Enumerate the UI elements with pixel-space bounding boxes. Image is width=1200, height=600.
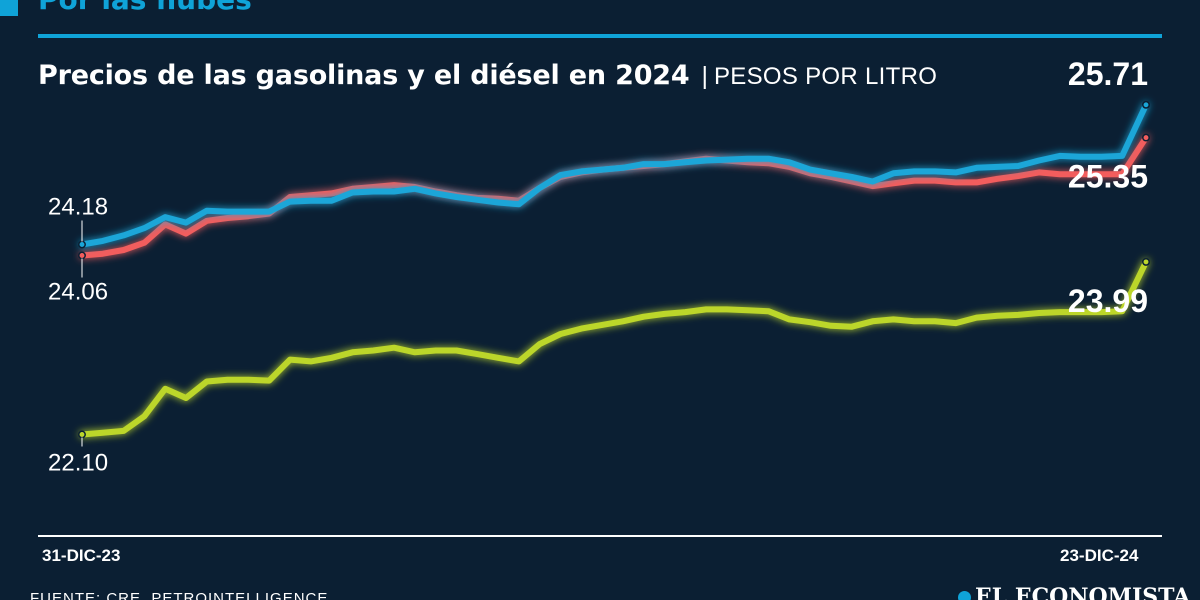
series-line-blue [79,101,1149,248]
end-marker-red [1142,133,1150,142]
label-red-start: 24.06 [48,278,108,305]
section-title: Por las nubes [38,0,252,16]
header-rule [38,34,1162,38]
chart-title: Precios de las gasolinas y el diésel en … [38,60,937,91]
brand-dot-icon [958,590,971,600]
start-marker-blue [78,240,86,249]
start-marker-green [78,430,86,439]
source-note: FUENTE: CRE, PETROINTELLIGENCE [30,590,329,600]
section-marker [0,0,18,16]
start-marker-red [78,251,86,260]
label-green-end: 23.99 [1068,283,1148,319]
end-marker-blue [1142,100,1150,109]
chart-title-main: Precios de las gasolinas y el diésel en … [38,60,690,91]
label-red-end: 25.35 [1068,159,1148,195]
x-tick-label-end: 23-DIC-24 [1060,546,1139,565]
label-green-start: 22.10 [48,450,108,477]
end-marker-green [1142,257,1150,266]
brand-name: EL ECONOMISTA [975,584,1191,600]
x-axis [38,535,1162,537]
x-tick-label-start: 31-DIC-23 [42,546,121,565]
label-blue-end: 25.71 [1068,56,1148,92]
chart-unit-label: PESOS POR LITRO [713,63,938,90]
brand-logo: EL ECONOMISTA [958,584,1190,600]
series-line-green [79,258,1149,438]
chart-title-separator: | [701,62,708,90]
label-blue-start: 24.18 [48,194,108,221]
series-line-red [79,134,1149,259]
